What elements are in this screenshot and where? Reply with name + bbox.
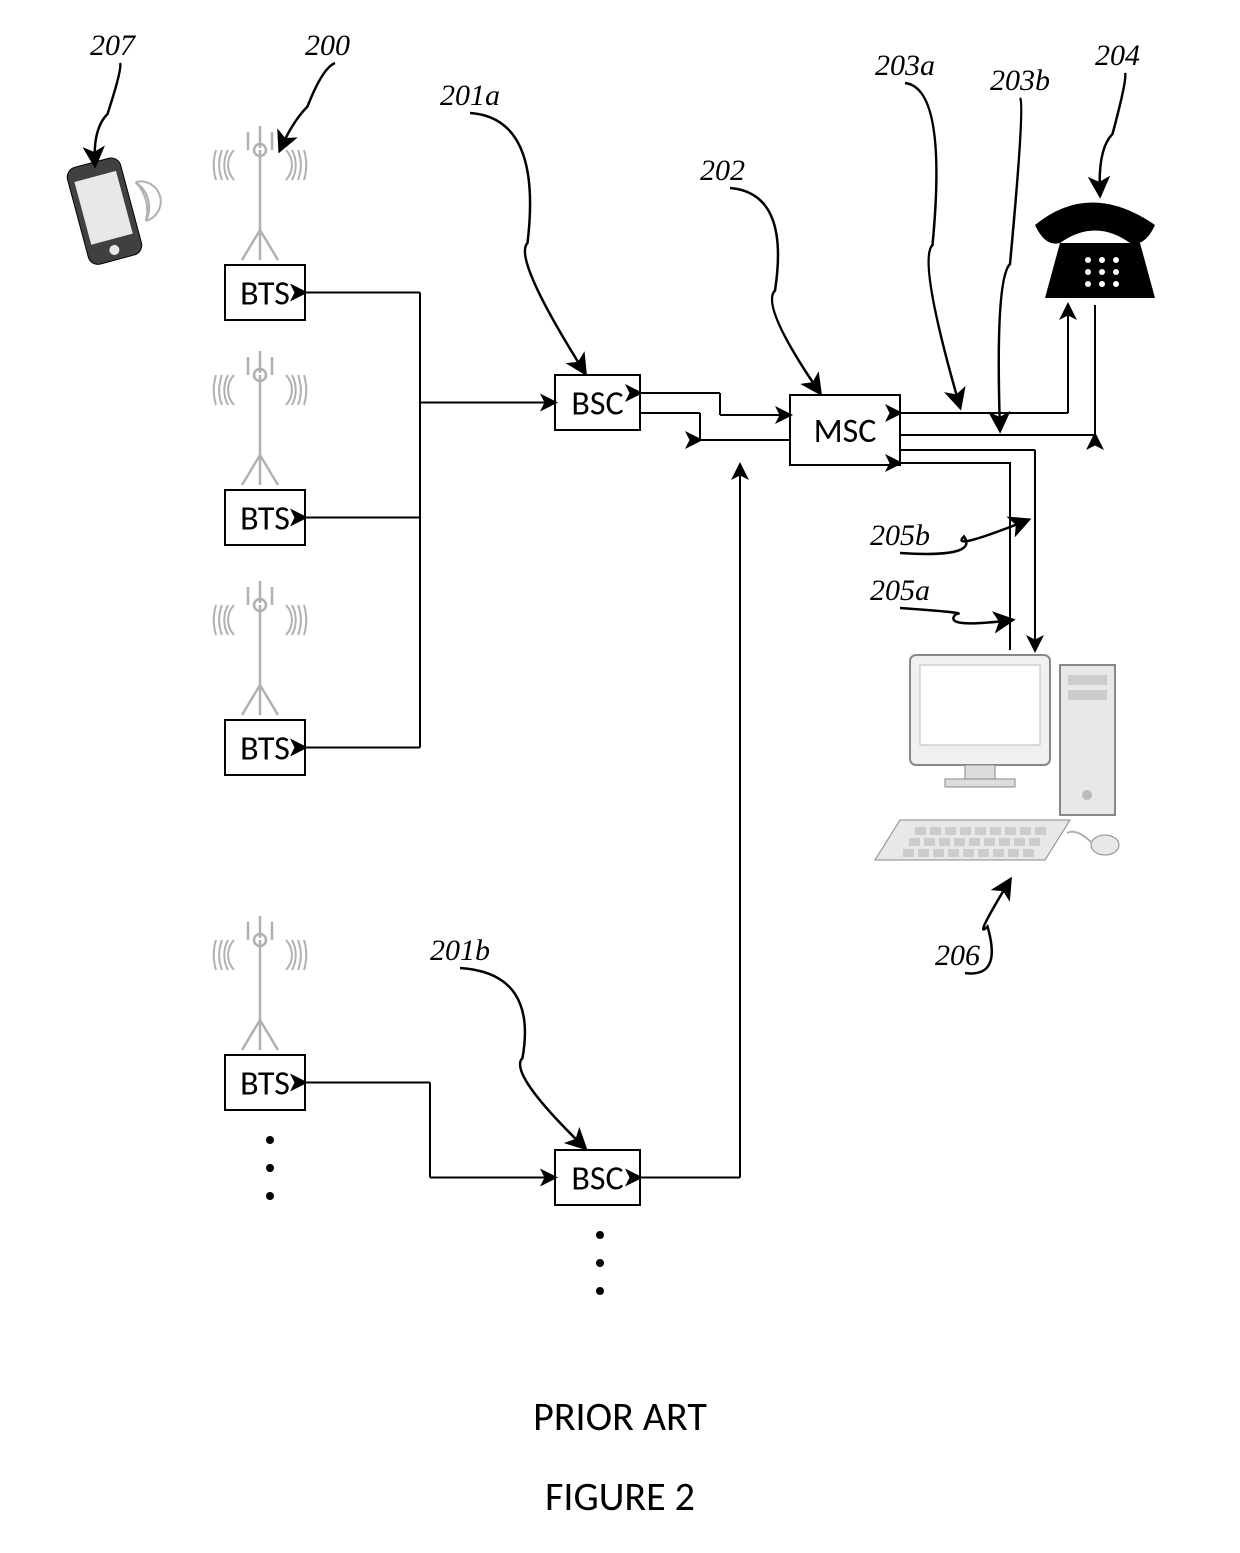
ref-200: 200 xyxy=(305,29,350,62)
ref-leader xyxy=(470,113,585,373)
ref-201a: 201a xyxy=(440,79,500,112)
bsc1-box-label: BSC xyxy=(571,384,623,425)
ellipsis-dot xyxy=(266,1164,274,1172)
ellipsis-dot xyxy=(596,1287,604,1295)
ref-leader xyxy=(730,188,820,393)
bts2-box-label: BTS xyxy=(240,499,290,540)
smartphone-icon xyxy=(65,148,173,267)
ellipsis-dot xyxy=(596,1259,604,1267)
bts3-box-label: BTS xyxy=(240,729,290,770)
ref-205a: 205a xyxy=(870,574,930,607)
ref-leader xyxy=(1100,73,1126,195)
ellipsis-dot xyxy=(596,1231,604,1239)
ref-201b: 201b xyxy=(430,934,490,967)
diagram-canvas: BTS BTS BTS BTS BSC BSC MSC 207 200 201a 202 203a 20… xyxy=(0,0,1240,1553)
bts4-box-label: BTS xyxy=(240,1064,290,1105)
ref-204: 204 xyxy=(1095,39,1140,72)
caption-prior-art: PRIOR ART xyxy=(533,1392,707,1441)
ellipsis-dot xyxy=(266,1136,274,1144)
antenna-tower-icon xyxy=(214,581,306,715)
ref-leader xyxy=(905,83,960,407)
ellipsis-dot xyxy=(266,1192,274,1200)
ref-203a: 203a xyxy=(875,49,935,82)
bsc2-box-label: BSC xyxy=(571,1159,623,1200)
ref-leader xyxy=(900,608,1012,623)
msc-box-label: MSC xyxy=(814,411,877,452)
ref-202: 202 xyxy=(700,154,745,187)
bts1-box-label: BTS xyxy=(240,274,290,315)
ref-206: 206 xyxy=(935,939,980,972)
ref-205b: 205b xyxy=(870,519,930,552)
ref-leader xyxy=(999,98,1022,430)
ref-leader xyxy=(280,63,335,150)
antenna-tower-icon xyxy=(214,126,306,260)
antenna-tower-icon xyxy=(214,351,306,485)
computer-icon xyxy=(875,655,1119,860)
caption-figure: FIGURE 2 xyxy=(545,1472,695,1521)
telephone-icon xyxy=(1035,203,1155,299)
antenna-tower-icon xyxy=(214,916,306,1050)
ref-203b: 203b xyxy=(990,64,1050,97)
ref-leader xyxy=(95,63,121,165)
ref-207: 207 xyxy=(90,29,137,62)
ref-leader xyxy=(460,968,585,1148)
